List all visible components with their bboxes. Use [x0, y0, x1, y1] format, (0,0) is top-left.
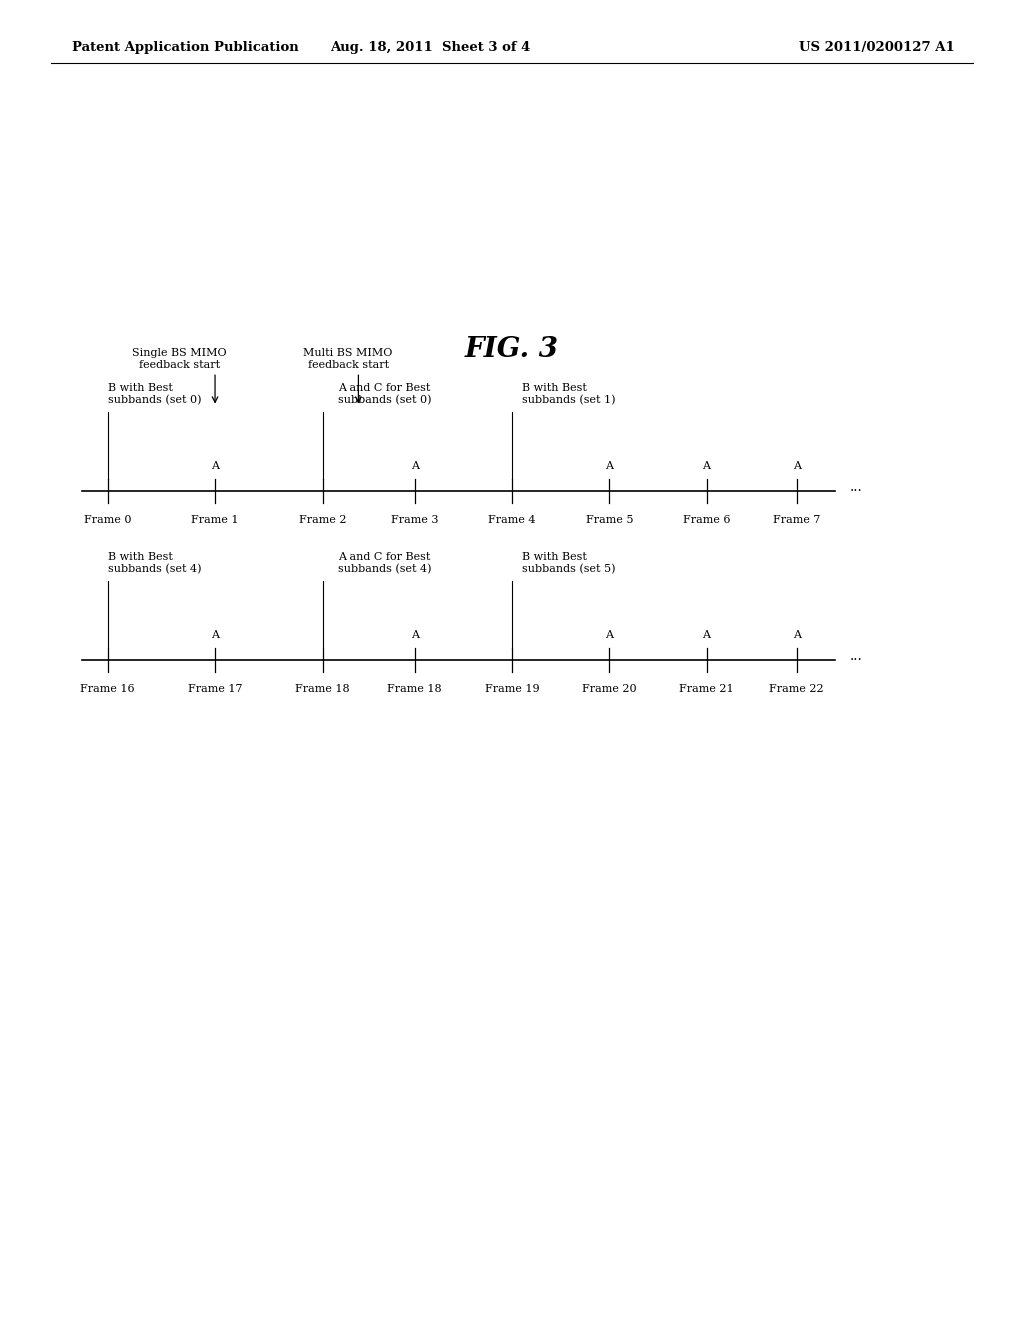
Text: A: A	[793, 630, 801, 640]
Text: A: A	[211, 630, 219, 640]
Text: ...: ...	[850, 480, 862, 494]
Text: Frame 21: Frame 21	[679, 684, 734, 694]
Text: Frame 22: Frame 22	[769, 684, 824, 694]
Text: B with Best
subbands (set 0): B with Best subbands (set 0)	[108, 383, 201, 405]
Text: A: A	[211, 461, 219, 471]
Text: Frame 0: Frame 0	[84, 515, 131, 525]
Text: A: A	[702, 461, 711, 471]
Text: Frame 5: Frame 5	[586, 515, 633, 525]
Text: Frame 19: Frame 19	[484, 684, 540, 694]
Text: B with Best
subbands (set 4): B with Best subbands (set 4)	[108, 552, 201, 574]
Text: B with Best
subbands (set 1): B with Best subbands (set 1)	[522, 383, 615, 405]
Text: FIG. 3: FIG. 3	[465, 337, 559, 363]
Text: Aug. 18, 2011  Sheet 3 of 4: Aug. 18, 2011 Sheet 3 of 4	[330, 41, 530, 54]
Text: Patent Application Publication: Patent Application Publication	[72, 41, 298, 54]
Text: Single BS MIMO
feedback start: Single BS MIMO feedback start	[132, 348, 226, 370]
Text: Multi BS MIMO
feedback start: Multi BS MIMO feedback start	[303, 348, 393, 370]
Text: Frame 7: Frame 7	[773, 515, 820, 525]
Text: Frame 18: Frame 18	[387, 684, 442, 694]
Text: Frame 4: Frame 4	[488, 515, 536, 525]
Text: Frame 20: Frame 20	[582, 684, 637, 694]
Text: A: A	[411, 461, 419, 471]
Text: A: A	[702, 630, 711, 640]
Text: Frame 17: Frame 17	[187, 684, 243, 694]
Text: Frame 2: Frame 2	[299, 515, 346, 525]
Text: A: A	[605, 630, 613, 640]
Text: Frame 3: Frame 3	[391, 515, 438, 525]
Text: A: A	[605, 461, 613, 471]
Text: A and C for Best
subbands (set 0): A and C for Best subbands (set 0)	[338, 383, 431, 405]
Text: A: A	[793, 461, 801, 471]
Text: Frame 18: Frame 18	[295, 684, 350, 694]
Text: ...: ...	[850, 649, 862, 663]
Text: B with Best
subbands (set 5): B with Best subbands (set 5)	[522, 552, 615, 574]
Text: A and C for Best
subbands (set 4): A and C for Best subbands (set 4)	[338, 552, 431, 574]
Text: Frame 6: Frame 6	[683, 515, 730, 525]
Text: US 2011/0200127 A1: US 2011/0200127 A1	[799, 41, 954, 54]
Text: Frame 1: Frame 1	[191, 515, 239, 525]
Text: A: A	[411, 630, 419, 640]
Text: Frame 16: Frame 16	[80, 684, 135, 694]
